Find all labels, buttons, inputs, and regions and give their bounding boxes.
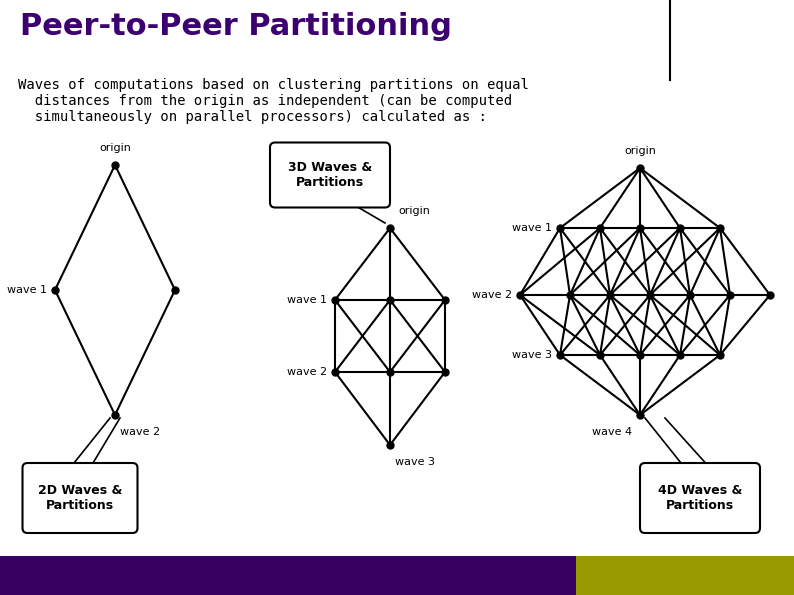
- Text: origin: origin: [624, 146, 656, 156]
- Text: wave 3: wave 3: [512, 350, 552, 360]
- Text: wave 1: wave 1: [7, 285, 47, 295]
- FancyBboxPatch shape: [640, 463, 760, 533]
- Text: origin: origin: [398, 206, 430, 216]
- Text: wave 4: wave 4: [592, 427, 632, 437]
- FancyBboxPatch shape: [270, 142, 390, 208]
- Text: 3D Waves &
Partitions: 3D Waves & Partitions: [288, 161, 372, 189]
- Text: wave 2: wave 2: [287, 367, 327, 377]
- FancyBboxPatch shape: [22, 463, 137, 533]
- Text: origin: origin: [99, 143, 131, 153]
- Bar: [576, 556, 794, 595]
- Text: wave 2: wave 2: [120, 427, 160, 437]
- Text: wave 1: wave 1: [512, 223, 552, 233]
- Text: 2D Waves &
Partitions: 2D Waves & Partitions: [38, 484, 122, 512]
- Text: wave 3: wave 3: [395, 457, 435, 467]
- Text: 4D Waves &
Partitions: 4D Waves & Partitions: [657, 484, 742, 512]
- Text: Waves of computations based on clustering partitions on equal
  distances from t: Waves of computations based on clusterin…: [18, 78, 529, 124]
- Text: Peer-to-Peer Partitioning: Peer-to-Peer Partitioning: [20, 12, 452, 41]
- Text: wave 1: wave 1: [287, 295, 327, 305]
- Text: wave 2: wave 2: [472, 290, 512, 300]
- Bar: [0, 556, 576, 595]
